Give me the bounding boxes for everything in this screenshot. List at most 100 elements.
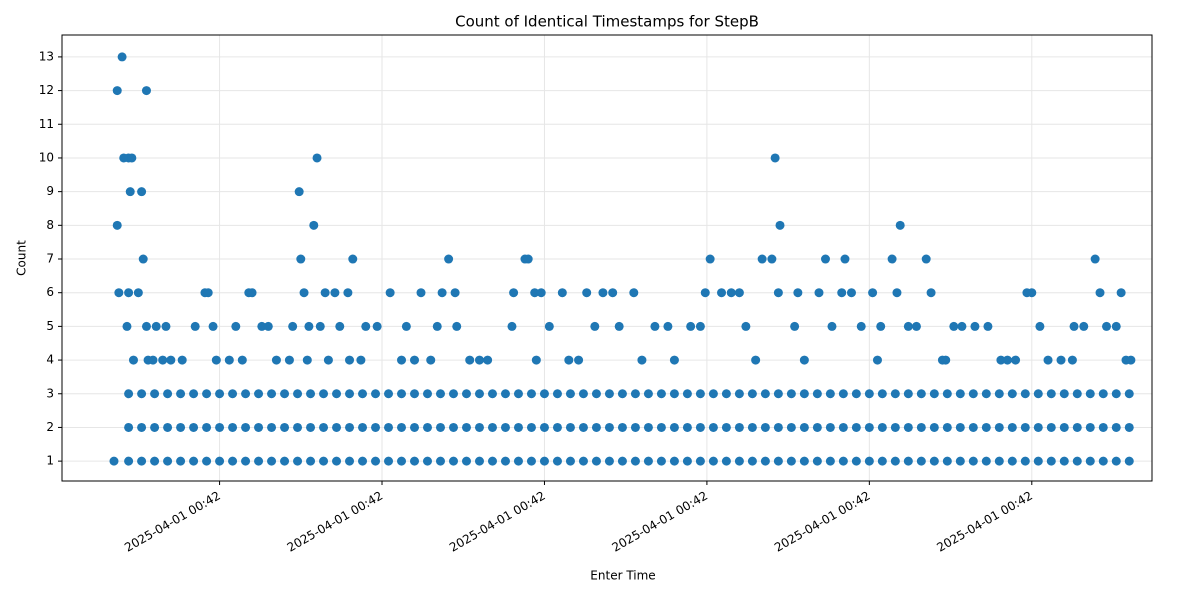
point xyxy=(133,288,143,298)
point xyxy=(1033,456,1043,466)
point xyxy=(536,288,546,298)
point xyxy=(231,321,241,331)
point xyxy=(397,422,407,432)
point xyxy=(856,321,866,331)
point xyxy=(578,422,588,432)
x-tick-label: 2025-04-01 00:42 xyxy=(447,489,548,555)
y-tick-label: 9 xyxy=(46,184,54,198)
point xyxy=(708,422,718,432)
point xyxy=(921,254,931,264)
point xyxy=(721,456,731,466)
point xyxy=(812,456,822,466)
point xyxy=(942,456,952,466)
point xyxy=(319,456,329,466)
point xyxy=(1124,389,1134,399)
point xyxy=(208,321,218,331)
point xyxy=(1126,355,1136,365)
point xyxy=(166,355,176,365)
point xyxy=(141,86,151,96)
point xyxy=(1046,456,1056,466)
point xyxy=(1020,456,1030,466)
point xyxy=(643,389,653,399)
point xyxy=(656,389,666,399)
point xyxy=(786,456,796,466)
point xyxy=(1102,321,1112,331)
point xyxy=(254,422,264,432)
point xyxy=(284,355,294,365)
point xyxy=(487,389,497,399)
point xyxy=(461,422,471,432)
point xyxy=(509,288,519,298)
point xyxy=(851,422,861,432)
point xyxy=(148,355,158,365)
point xyxy=(656,422,666,432)
point xyxy=(1027,288,1037,298)
point xyxy=(799,389,809,399)
point xyxy=(461,389,471,399)
point xyxy=(151,321,161,331)
point xyxy=(461,456,471,466)
point xyxy=(929,422,939,432)
x-tick-label: 2025-04-01 00:42 xyxy=(122,489,223,555)
point xyxy=(708,389,718,399)
point xyxy=(981,389,991,399)
point xyxy=(1043,355,1053,365)
point xyxy=(656,456,666,466)
point xyxy=(288,321,298,331)
point xyxy=(903,456,913,466)
point xyxy=(773,456,783,466)
point xyxy=(176,456,186,466)
point xyxy=(254,456,264,466)
point xyxy=(1020,422,1030,432)
point xyxy=(500,389,510,399)
point xyxy=(617,422,627,432)
point xyxy=(955,422,965,432)
point xyxy=(949,321,959,331)
point xyxy=(1011,355,1021,365)
point xyxy=(1124,422,1134,432)
point xyxy=(574,355,584,365)
point xyxy=(513,389,523,399)
point xyxy=(578,389,588,399)
point xyxy=(1033,422,1043,432)
point xyxy=(189,422,199,432)
point xyxy=(970,321,980,331)
point xyxy=(1111,456,1121,466)
point xyxy=(994,422,1004,432)
point xyxy=(1085,422,1095,432)
point xyxy=(799,355,809,365)
point xyxy=(827,321,837,331)
y-tick-label: 3 xyxy=(46,386,54,400)
point xyxy=(500,422,510,432)
point xyxy=(840,254,850,264)
point xyxy=(734,288,744,298)
point xyxy=(124,288,134,298)
point xyxy=(315,321,325,331)
point xyxy=(955,456,965,466)
point xyxy=(345,422,355,432)
point xyxy=(397,389,407,399)
point xyxy=(1059,456,1069,466)
point xyxy=(452,321,462,331)
point xyxy=(734,422,744,432)
point xyxy=(335,321,345,331)
point xyxy=(1069,321,1079,331)
point xyxy=(837,288,847,298)
point xyxy=(868,288,878,298)
point xyxy=(669,456,679,466)
point xyxy=(190,321,200,331)
point xyxy=(793,288,803,298)
point xyxy=(1007,389,1017,399)
point xyxy=(176,389,186,399)
point xyxy=(643,456,653,466)
point xyxy=(372,321,382,331)
point xyxy=(747,422,757,432)
chart-title: Count of Identical Timestamps for StepB xyxy=(455,13,759,31)
point xyxy=(1056,355,1066,365)
point xyxy=(448,456,458,466)
y-tick-label: 1 xyxy=(46,454,54,468)
point xyxy=(663,321,673,331)
point xyxy=(1079,321,1089,331)
point xyxy=(695,456,705,466)
point xyxy=(814,288,824,298)
